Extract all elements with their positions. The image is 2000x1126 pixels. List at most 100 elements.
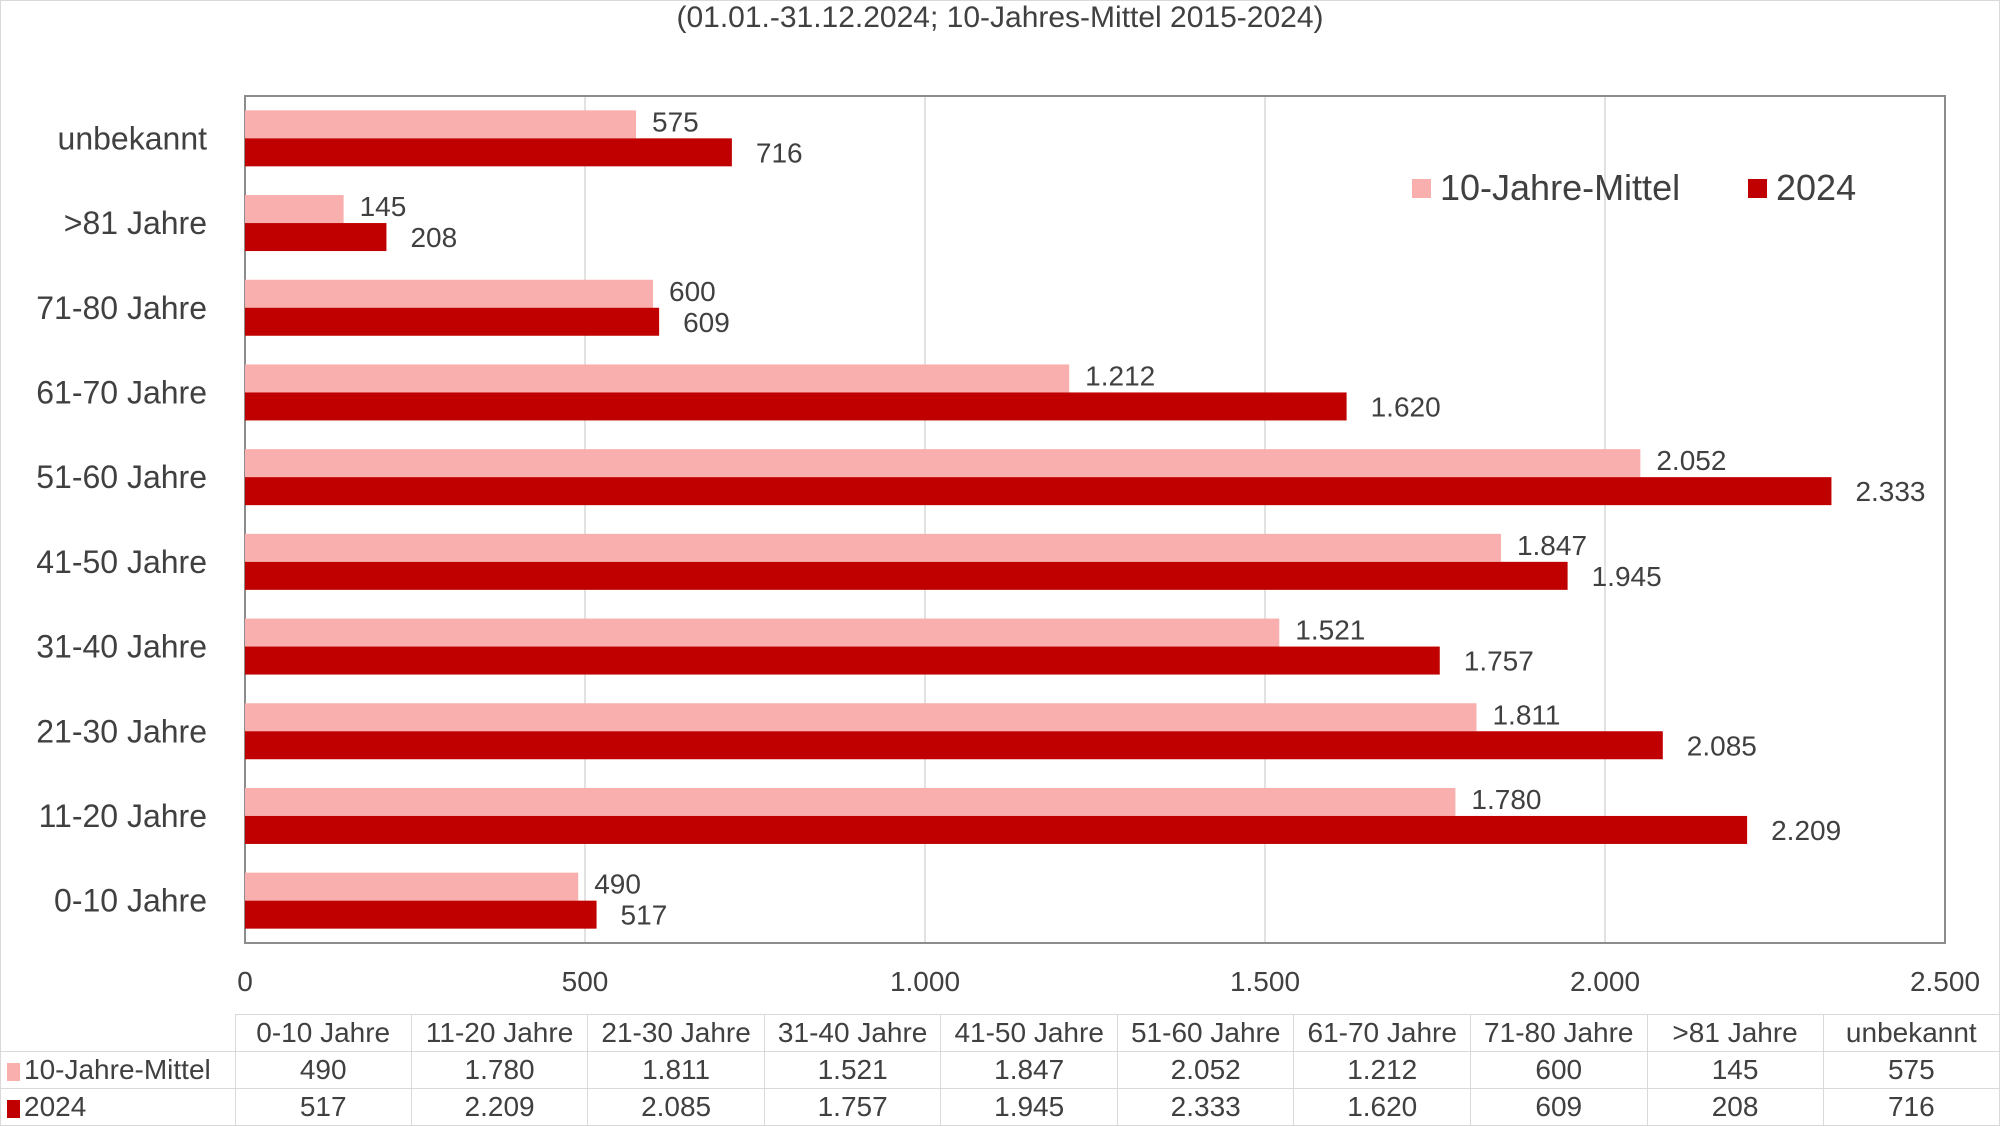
category-label: 61-70 Jahre bbox=[36, 374, 207, 410]
table-cell: 208 bbox=[1646, 1088, 1824, 1126]
table-cell: 600 bbox=[1470, 1051, 1648, 1089]
bar-mittel bbox=[245, 364, 1070, 393]
bar-chart: 0 500 1.000 1.500 2.000 2.500 0-10 Jahre 490517… bbox=[36, 95, 1980, 997]
x-tick-label: 2.000 bbox=[1570, 966, 1640, 997]
table-cell: 1.811 bbox=[587, 1051, 765, 1089]
data-table: 0-10 Jahre 11-20 Jahre 21-30 Jahre 31-40 Ja… bbox=[0, 1014, 2000, 1126]
data-label: 2.333 bbox=[1855, 476, 1925, 507]
category-label: 21-30 Jahre bbox=[36, 713, 207, 749]
table-cell: 1.212 bbox=[1293, 1051, 1471, 1089]
x-tick-label: 0 bbox=[237, 966, 253, 997]
table-column-header: 71-80 Jahre bbox=[1470, 1014, 1648, 1052]
series-name: 10-Jahre-Mittel bbox=[24, 1054, 211, 1085]
bar-mittel bbox=[245, 533, 1501, 562]
table-header-row: 0-10 Jahre 11-20 Jahre 21-30 Jahre 31-40 Ja… bbox=[1, 1014, 2000, 1052]
legend-label: 10-Jahre-Mittel bbox=[1440, 167, 1680, 208]
table-row-header: 2024 bbox=[0, 1088, 236, 1126]
category-label: 11-20 Jahre bbox=[39, 798, 207, 834]
bar-mittel bbox=[245, 618, 1280, 647]
table-column-header: 0-10 Jahre bbox=[234, 1014, 412, 1052]
table-cell: 575 bbox=[1822, 1051, 2000, 1089]
data-label: 600 bbox=[669, 276, 716, 307]
table-cell: 1.620 bbox=[1293, 1088, 1471, 1126]
bar-mittel bbox=[245, 703, 1477, 732]
chart-subtitle: (01.01.-31.12.2024; 10-Jahres-Mittel 201… bbox=[676, 1, 1324, 34]
category-label: 31-40 Jahre bbox=[36, 629, 207, 665]
bar-2024 bbox=[245, 223, 387, 252]
data-label: 1.757 bbox=[1464, 646, 1534, 677]
table-cell: 716 bbox=[1822, 1088, 2000, 1126]
data-label: 145 bbox=[360, 191, 407, 222]
table-row-header: 10-Jahre-Mittel bbox=[0, 1051, 236, 1089]
table-row: 2024 517 2.209 2.085 1.757 1.945 2.333 1.620 609… bbox=[0, 1088, 2000, 1126]
table-corner bbox=[1, 1015, 236, 1052]
data-label: 517 bbox=[621, 900, 668, 931]
data-label: 1.811 bbox=[1492, 699, 1560, 730]
data-label: 1.847 bbox=[1517, 530, 1587, 561]
data-label: 1.521 bbox=[1295, 615, 1365, 646]
data-label: 2.209 bbox=[1771, 815, 1841, 846]
bar-2024 bbox=[245, 561, 1568, 590]
table-column-header: 11-20 Jahre bbox=[410, 1014, 589, 1052]
data-label: 2.052 bbox=[1656, 445, 1726, 476]
bar-2024 bbox=[245, 138, 732, 167]
table-row: 10-Jahre-Mittel 490 1.780 1.811 1.521 1.847 2.… bbox=[0, 1051, 2000, 1089]
data-label: 575 bbox=[652, 106, 699, 137]
table-column-header: 41-50 Jahre bbox=[940, 1014, 1118, 1052]
table-cell: 2.085 bbox=[587, 1088, 765, 1126]
legend-swatch bbox=[1748, 179, 1767, 198]
table-cell: 1.757 bbox=[763, 1088, 942, 1126]
series-name: 2024 bbox=[24, 1091, 87, 1122]
bar-2024 bbox=[245, 731, 1663, 760]
table-cell: 517 bbox=[234, 1088, 412, 1126]
legend-label: 2024 bbox=[1776, 167, 1856, 208]
bar-2024 bbox=[245, 307, 660, 336]
data-label: 1.620 bbox=[1371, 391, 1441, 422]
bar-2024 bbox=[245, 900, 597, 929]
table-column-header: 31-40 Jahre bbox=[763, 1014, 942, 1052]
bar-mittel bbox=[245, 279, 653, 308]
category-label: 51-60 Jahre bbox=[36, 459, 207, 495]
legend-key-icon bbox=[7, 1063, 20, 1081]
bar-mittel bbox=[245, 787, 1456, 816]
table-column-header: 21-30 Jahre bbox=[587, 1014, 765, 1052]
table-column-header: 61-70 Jahre bbox=[1293, 1014, 1471, 1052]
x-tick-label: 500 bbox=[562, 966, 609, 997]
x-tick-label: 1.500 bbox=[1230, 966, 1300, 997]
category-label: >81 Jahre bbox=[64, 205, 207, 241]
x-tick-label: 1.000 bbox=[890, 966, 960, 997]
bar-mittel bbox=[245, 449, 1641, 478]
table-cell: 490 bbox=[234, 1051, 412, 1089]
legend-key-icon bbox=[7, 1100, 20, 1118]
bar-mittel bbox=[245, 872, 579, 901]
plot-area-border bbox=[244, 95, 1946, 944]
table-column-header: 51-60 Jahre bbox=[1116, 1014, 1295, 1052]
bar-2024 bbox=[245, 646, 1440, 675]
data-label: 609 bbox=[683, 307, 730, 338]
table-cell: 145 bbox=[1646, 1051, 1824, 1089]
bar-2024 bbox=[245, 392, 1347, 421]
category-label: unbekannt bbox=[58, 120, 208, 156]
table-cell: 1.521 bbox=[763, 1051, 942, 1089]
data-label: 2.085 bbox=[1687, 730, 1757, 761]
data-label: 208 bbox=[410, 222, 457, 253]
data-label: 1.945 bbox=[1592, 561, 1662, 592]
table-cell: 1.780 bbox=[410, 1051, 589, 1089]
table-column-header: unbekannt bbox=[1822, 1014, 2000, 1052]
table-cell: 609 bbox=[1470, 1088, 1648, 1126]
x-tick-label: 2.500 bbox=[1910, 966, 1980, 997]
table-cell: 2.209 bbox=[410, 1088, 589, 1126]
data-label: 1.780 bbox=[1471, 784, 1541, 815]
bar-2024 bbox=[245, 477, 1832, 506]
table-cell: 1.945 bbox=[940, 1088, 1118, 1126]
bar-mittel bbox=[245, 110, 636, 139]
data-label: 716 bbox=[756, 137, 803, 168]
category-label: 41-50 Jahre bbox=[36, 544, 207, 580]
legend-swatch bbox=[1412, 179, 1431, 198]
bar-2024 bbox=[245, 815, 1748, 844]
table-cell: 2.333 bbox=[1116, 1088, 1295, 1126]
table-column-header: >81 Jahre bbox=[1646, 1014, 1824, 1052]
category-label: 71-80 Jahre bbox=[36, 290, 207, 326]
bar-mittel bbox=[245, 195, 344, 224]
data-label: 490 bbox=[594, 869, 641, 900]
